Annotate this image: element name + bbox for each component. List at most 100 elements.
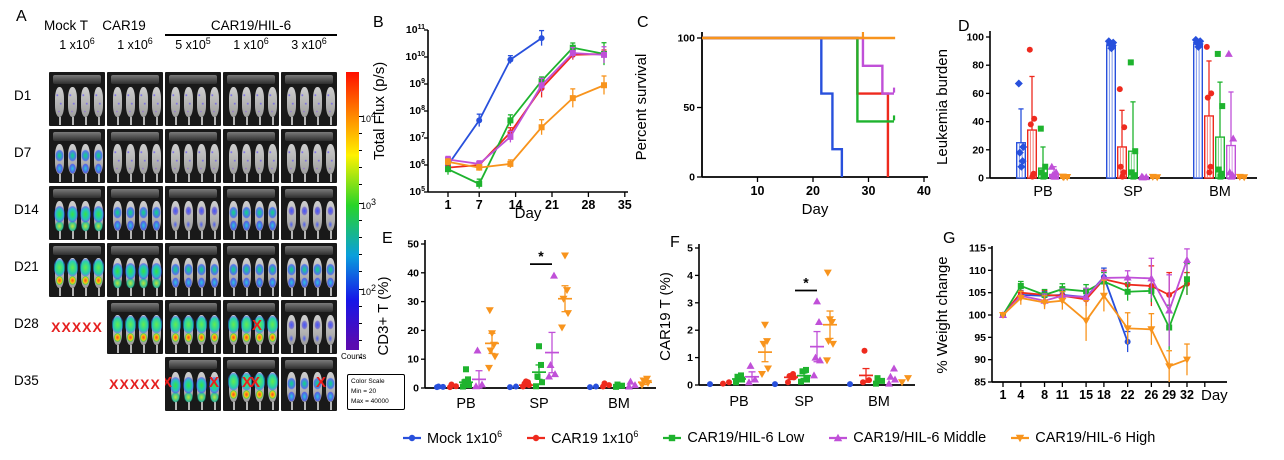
x-overlay: X (165, 374, 173, 391)
bioluminescence-blob (138, 199, 149, 233)
mouse-tail (330, 117, 332, 125)
mouse-image-tile (49, 72, 105, 126)
panel-g-chart: G 85 90 95 100 105 110 115 1 4 8 11 15 18 22 26 29 32 Day… (934, 222, 1284, 428)
mouse-tail (214, 345, 216, 353)
colorbar-tick (359, 288, 363, 290)
bioluminescence-blob (183, 256, 194, 290)
mouse-tail (317, 288, 319, 296)
bioluminescence-blob (80, 142, 91, 176)
legend-item-low: CAR19/HIL-6 Low (662, 430, 804, 446)
svg-text:20: 20 (407, 325, 419, 337)
svg-text:90: 90 (974, 354, 986, 366)
bioluminescence-blob (299, 199, 310, 233)
mouse-tail (330, 288, 332, 296)
bioluminescence-blob (125, 313, 136, 347)
mouse-tail (201, 345, 203, 353)
bioluminescence-blob (151, 142, 162, 176)
bioluminescence-blob (241, 85, 252, 119)
svg-text:Percent survival: Percent survival (633, 54, 650, 161)
mouse-tail (188, 345, 190, 353)
svg-text:35: 35 (618, 198, 632, 212)
panel-f-letter: F (670, 234, 680, 251)
x-overlay: X (242, 374, 253, 391)
mouse-tail (317, 117, 319, 125)
mouse-tail (246, 174, 248, 182)
bioluminescence-blob (254, 85, 265, 119)
svg-text:1: 1 (687, 352, 693, 364)
header-car19: CAR19 (102, 18, 146, 33)
mouse-tail (233, 402, 235, 410)
mouse-tail (143, 117, 145, 125)
legend-item-mock: Mock 1x106 (402, 429, 502, 447)
mouse-tail (272, 288, 274, 296)
bioluminescence-blob (196, 370, 207, 404)
colorbar-minor-tick (359, 305, 362, 307)
bioluminescence-blob (299, 256, 310, 290)
legend-label: CAR19/HIL-6 Low (687, 429, 805, 446)
mouse-image-tile (223, 72, 279, 126)
mouse-image-tile (49, 129, 105, 183)
svg-text:10: 10 (407, 354, 419, 366)
svg-text:BM: BM (608, 396, 630, 412)
bioluminescence-blob (325, 142, 336, 176)
mouse-tail (259, 345, 261, 353)
mouse-tail (201, 402, 203, 410)
mouse-tail (72, 231, 74, 239)
colorbar-tick-label: 103 (361, 196, 377, 211)
bioluminescence-blob (125, 142, 136, 176)
bioluminescence-blob (151, 199, 162, 233)
scatter-middle (745, 297, 899, 387)
bioluminescence-blob (54, 85, 65, 119)
mouse-tail (143, 345, 145, 353)
mouse-image-tile (281, 300, 337, 354)
bioluminescence-blob (125, 199, 136, 233)
bioluminescence-blob (196, 256, 207, 290)
panel-c-chart: C 0 50 100 10 20 30 40 Day Percent survival (632, 6, 932, 222)
mouse-tail (233, 174, 235, 182)
svg-text:8: 8 (1041, 388, 1048, 402)
shelf (53, 132, 101, 141)
mouse-tail (201, 231, 203, 239)
dose-label: 5 x105 (175, 36, 211, 53)
svg-text:100: 100 (677, 33, 695, 45)
svg-text:SP: SP (529, 396, 548, 412)
mouse-tail (188, 117, 190, 125)
mouse-tail (117, 345, 119, 353)
mouse-tail (72, 117, 74, 125)
mouse-tail (59, 231, 61, 239)
mouse-tail (98, 231, 100, 239)
row-label: D7 (14, 145, 32, 160)
bioluminescence-blob (286, 313, 297, 347)
svg-text:50: 50 (407, 239, 419, 251)
mouse-image-tile (107, 186, 163, 240)
svg-text:10: 10 (751, 184, 765, 198)
survival-low (702, 36, 896, 123)
shelf (111, 246, 159, 255)
shelf (169, 360, 217, 369)
colorbar-tick-label: 102 (361, 282, 377, 297)
shelf (111, 303, 159, 312)
mouse-tail (201, 288, 203, 296)
shelf (169, 75, 217, 84)
bioluminescence-blob (254, 142, 265, 176)
svg-text:0: 0 (978, 173, 984, 185)
legend-item-car19: CAR19 1x106 (526, 429, 638, 447)
mouse-tail (304, 402, 306, 410)
svg-text:4: 4 (687, 270, 693, 282)
mouse-tail (143, 174, 145, 182)
panel-a: A Mock T CAR19 CAR19/HIL-6 1 x106 1 x106 5… (0, 0, 405, 460)
bioluminescence-blob (183, 85, 194, 119)
bioluminescence-blob (267, 199, 278, 233)
bioluminescence-blob (170, 313, 181, 347)
bioluminescence-blob (325, 85, 336, 119)
weight-low (1000, 262, 1190, 350)
shelf (169, 132, 217, 141)
panel-d-letter: D (958, 18, 970, 35)
svg-text:40: 40 (917, 184, 931, 198)
mouse-tail (317, 231, 319, 239)
mouse-tail (317, 174, 319, 182)
colorbar-minor-tick (359, 322, 362, 324)
mouse-tail (188, 402, 190, 410)
bioluminescence-blob (286, 370, 297, 404)
